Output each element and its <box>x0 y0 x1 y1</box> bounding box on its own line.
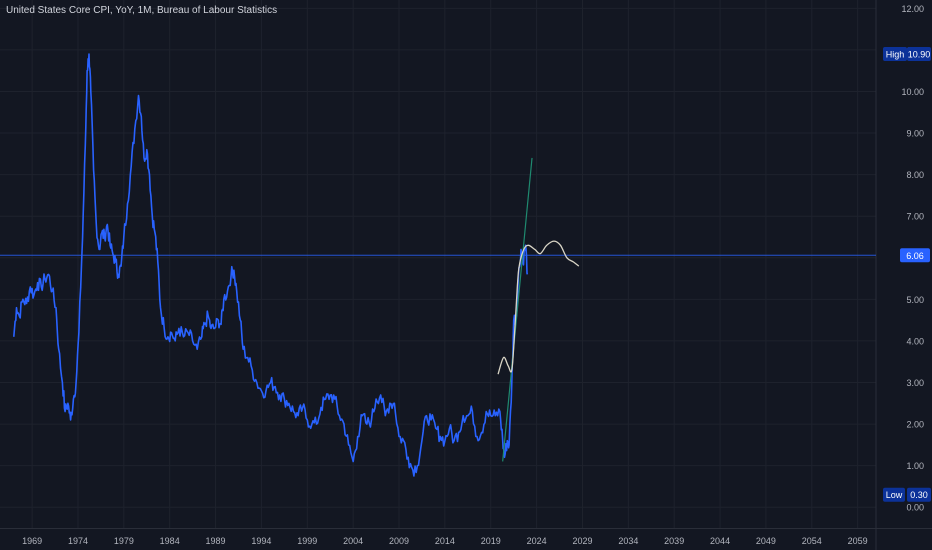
marker-low-label: Low <box>886 490 903 500</box>
y-tick-label: 2.00 <box>906 420 924 430</box>
x-tick-label: 2009 <box>389 536 409 546</box>
chart-title: United States Core CPI, YoY, 1M, Bureau … <box>6 5 278 16</box>
y-tick-label: 1.00 <box>906 461 924 471</box>
x-tick-label: 2034 <box>618 536 638 546</box>
cpi-series-line[interactable] <box>13 53 529 477</box>
x-tick-label: 2054 <box>802 536 822 546</box>
marker-high-value-badge <box>907 47 931 62</box>
x-tick-label: 2024 <box>527 536 547 546</box>
x-tick-label: 2049 <box>756 536 776 546</box>
x-tick-label: 1974 <box>68 536 88 546</box>
x-tick-label: 2044 <box>710 536 730 546</box>
marker-low-value-badge <box>907 487 931 502</box>
y-tick-label: 0.00 <box>906 503 924 513</box>
x-tick-label: 1999 <box>297 536 317 546</box>
x-tick-label: 2059 <box>848 536 868 546</box>
marker-high-value: 10.90 <box>908 50 931 60</box>
x-tick-label: 2019 <box>481 536 501 546</box>
x-tick-label: 1989 <box>206 536 226 546</box>
marker-high-tag <box>883 47 907 62</box>
y-tick-label: 8.00 <box>906 170 924 180</box>
y-tick-label: 4.00 <box>906 336 924 346</box>
projection-curve[interactable] <box>497 240 580 375</box>
marker-low-value: 0.30 <box>910 490 928 500</box>
x-tick-label: 1994 <box>251 536 271 546</box>
trend-line[interactable] <box>502 157 533 462</box>
y-tick-label: 12.00 <box>901 4 924 14</box>
crosshair-badge <box>900 248 930 263</box>
y-tick-label: 9.00 <box>906 129 924 139</box>
crosshair-value: 6.06 <box>906 251 924 261</box>
x-tick-label: 2039 <box>664 536 684 546</box>
y-tick-label: 10.00 <box>901 87 924 97</box>
x-tick-label: 1984 <box>160 536 180 546</box>
y-tick-label: 5.00 <box>906 295 924 305</box>
x-tick-label: 2029 <box>572 536 592 546</box>
x-tick-label: 1969 <box>22 536 42 546</box>
y-tick-label: 7.00 <box>906 212 924 222</box>
marker-high-label: High <box>886 50 905 60</box>
x-tick-label: 2014 <box>435 536 455 546</box>
x-tick-label: 1979 <box>114 536 134 546</box>
y-tick-label: 3.00 <box>906 378 924 388</box>
x-tick-label: 2004 <box>343 536 363 546</box>
marker-low-tag <box>883 487 905 502</box>
